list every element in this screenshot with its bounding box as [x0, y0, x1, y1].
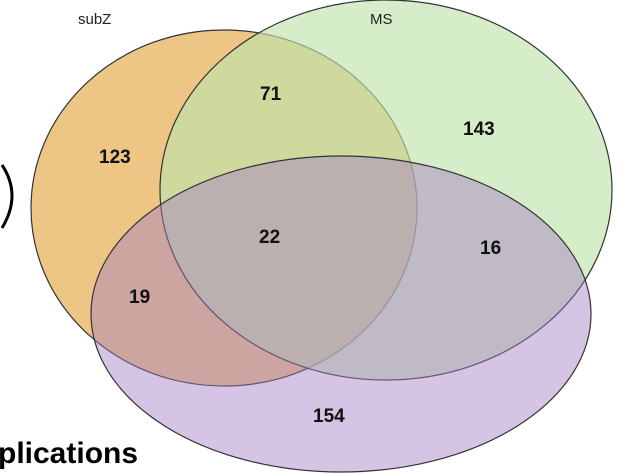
- count-third-only: 154: [313, 406, 345, 427]
- count-ms-third: 16: [480, 238, 501, 259]
- background-text: plications: [0, 437, 139, 470]
- set-ms-circle: [159, 0, 613, 381]
- set-label-subz: subZ: [78, 11, 111, 28]
- count-ms-only: 143: [463, 119, 495, 140]
- background-arc: [0, 164, 14, 229]
- count-subz-ms: 71: [260, 84, 282, 105]
- count-subz-only: 123: [99, 147, 131, 168]
- count-subz-third: 19: [129, 287, 150, 308]
- set-third-circle: [90, 155, 592, 473]
- set-label-ms: MS: [370, 11, 393, 28]
- count-all-three: 22: [259, 227, 280, 248]
